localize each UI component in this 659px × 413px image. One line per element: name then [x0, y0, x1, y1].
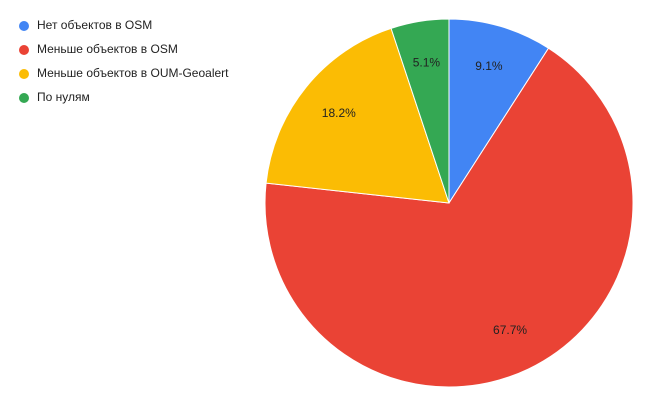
- legend-label: Меньше объектов в OSM: [37, 42, 178, 56]
- pie-slice: [390, 18, 450, 204]
- slice-label: 18.2%: [322, 106, 356, 120]
- pie-slice: [264, 47, 634, 388]
- slice-label: 9.1%: [475, 59, 503, 73]
- legend-marker: [19, 45, 29, 55]
- legend-marker: [19, 93, 29, 103]
- legend-label: Меньше объектов в OUM-Geoalert: [37, 66, 229, 80]
- slice-label: 67.7%: [493, 323, 527, 337]
- legend-marker: [19, 21, 29, 31]
- slice-label: 5.1%: [413, 55, 441, 69]
- pie-slice: [265, 27, 450, 204]
- legend-marker: [19, 69, 29, 79]
- legend-label: По нулям: [37, 90, 90, 104]
- legend-label: Нет объектов в OSM: [37, 18, 152, 32]
- pie-slice: [448, 18, 550, 205]
